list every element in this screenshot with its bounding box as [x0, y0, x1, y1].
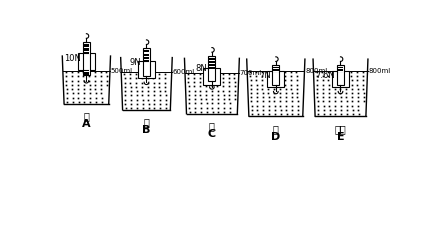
- Bar: [83, 42, 90, 75]
- Bar: [273, 71, 279, 72]
- Bar: [144, 52, 149, 54]
- Bar: [143, 48, 144, 76]
- Bar: [273, 83, 279, 84]
- Bar: [209, 72, 215, 73]
- Bar: [338, 83, 343, 84]
- Bar: [272, 65, 279, 85]
- Bar: [84, 51, 89, 52]
- Bar: [209, 78, 215, 79]
- Bar: [143, 48, 150, 76]
- Bar: [144, 49, 149, 50]
- Bar: [89, 42, 90, 75]
- Bar: [337, 65, 344, 85]
- Bar: [338, 81, 343, 82]
- Bar: [268, 71, 284, 88]
- Text: 800ml: 800ml: [368, 67, 391, 74]
- Bar: [209, 59, 215, 61]
- Text: 水: 水: [143, 118, 149, 128]
- Bar: [83, 42, 84, 75]
- Bar: [144, 63, 149, 64]
- Bar: [273, 66, 279, 67]
- Bar: [78, 53, 95, 70]
- Bar: [144, 73, 149, 74]
- Bar: [337, 65, 338, 85]
- Bar: [138, 61, 155, 78]
- Bar: [84, 71, 89, 72]
- Bar: [273, 73, 279, 74]
- Bar: [144, 70, 149, 71]
- Text: B: B: [142, 125, 151, 135]
- Bar: [332, 71, 349, 88]
- Text: E: E: [337, 131, 344, 142]
- Text: 7.6N: 7.6N: [316, 71, 335, 80]
- Bar: [338, 73, 343, 74]
- Bar: [209, 56, 215, 81]
- Text: 9N: 9N: [130, 58, 142, 67]
- Bar: [338, 71, 343, 72]
- Bar: [209, 56, 215, 58]
- Text: 煎油: 煎油: [335, 124, 346, 134]
- Bar: [272, 65, 279, 85]
- Bar: [84, 43, 89, 44]
- Bar: [273, 78, 279, 79]
- Bar: [338, 66, 343, 67]
- Bar: [209, 66, 215, 67]
- Bar: [84, 59, 89, 60]
- Text: 8N: 8N: [195, 64, 207, 73]
- Bar: [84, 47, 89, 48]
- Bar: [209, 56, 215, 81]
- Bar: [204, 68, 220, 85]
- Text: 水: 水: [273, 124, 279, 134]
- Bar: [272, 65, 273, 85]
- Text: 800ml: 800ml: [305, 67, 327, 74]
- Bar: [144, 66, 149, 67]
- Bar: [149, 48, 150, 76]
- Bar: [209, 69, 215, 70]
- Bar: [273, 81, 279, 82]
- Bar: [84, 55, 89, 56]
- Bar: [84, 63, 89, 64]
- Bar: [83, 42, 90, 75]
- Text: 7N: 7N: [259, 71, 271, 80]
- Text: 水: 水: [84, 111, 89, 122]
- Bar: [337, 65, 344, 85]
- Text: 500ml: 500ml: [111, 68, 133, 74]
- Text: C: C: [208, 129, 216, 139]
- Text: 700ml: 700ml: [240, 70, 262, 76]
- Bar: [343, 65, 344, 85]
- Text: 水: 水: [209, 122, 215, 131]
- Text: 10N: 10N: [64, 54, 81, 63]
- Bar: [338, 78, 343, 79]
- Bar: [144, 59, 149, 60]
- Bar: [338, 68, 343, 69]
- Bar: [144, 56, 149, 57]
- Bar: [143, 48, 150, 76]
- Text: 600ml: 600ml: [173, 69, 195, 75]
- Bar: [273, 68, 279, 69]
- Text: D: D: [271, 131, 280, 142]
- Bar: [84, 67, 89, 68]
- Bar: [209, 63, 215, 64]
- Bar: [209, 75, 215, 76]
- Text: A: A: [82, 119, 91, 129]
